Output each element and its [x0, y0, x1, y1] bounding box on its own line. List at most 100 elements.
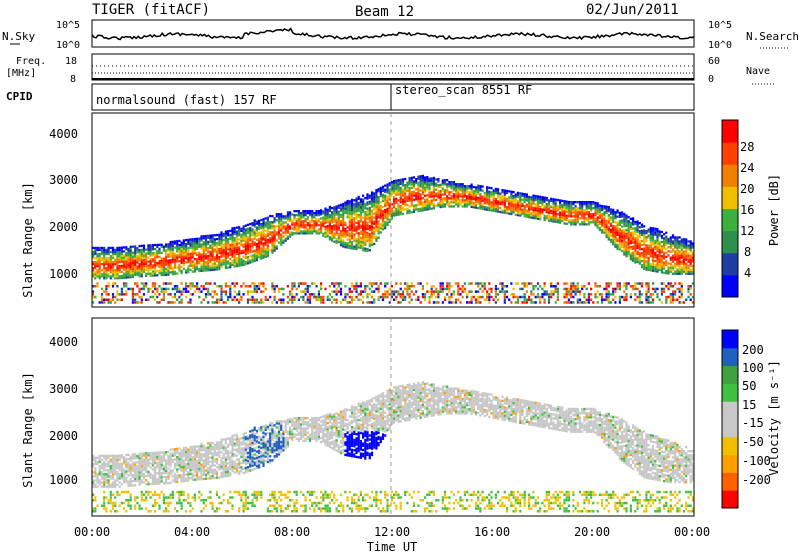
power-cell — [251, 244, 254, 247]
power-cell — [211, 256, 214, 259]
power-cell — [660, 230, 663, 234]
power-cell — [251, 295, 254, 299]
power-cell — [430, 293, 433, 296]
power-cell — [463, 193, 466, 196]
power-cell — [204, 282, 208, 285]
power-cell — [167, 301, 170, 304]
power-cell — [623, 235, 626, 238]
power-cell — [251, 250, 254, 253]
power-cell — [198, 261, 201, 265]
power-cell — [297, 230, 300, 233]
power-cell — [605, 233, 608, 237]
power-cell — [136, 293, 139, 296]
power-cell — [654, 247, 657, 251]
velocity-cell — [100, 462, 104, 466]
power-cell — [355, 282, 358, 285]
power-cell — [240, 233, 243, 236]
power-cell — [381, 222, 385, 225]
power-cell — [419, 209, 422, 212]
power-cell — [227, 238, 230, 241]
power-cell — [353, 209, 356, 212]
power-cell — [539, 213, 542, 217]
power-cell — [643, 233, 646, 236]
power-cell — [636, 224, 639, 227]
power-cell — [432, 191, 435, 194]
power-cell — [198, 239, 201, 242]
power-cell — [366, 211, 369, 214]
power-cell — [167, 267, 170, 270]
power-cell — [556, 217, 559, 220]
power-cell — [687, 295, 690, 299]
power-cell — [171, 287, 174, 291]
power-cell — [612, 241, 615, 244]
power-cell — [373, 222, 376, 225]
power-cell — [370, 231, 374, 235]
power-cell — [125, 256, 128, 259]
power-cell — [111, 285, 115, 288]
power-cell — [373, 216, 376, 219]
velocity-cell — [109, 458, 112, 462]
velocity-cell — [103, 479, 106, 482]
power-cell — [328, 213, 331, 217]
power-cell — [488, 204, 491, 208]
power-cell — [249, 226, 252, 230]
power-cell — [395, 209, 398, 213]
power-cell — [238, 250, 241, 253]
power-cell — [483, 285, 486, 288]
power-cell — [556, 282, 559, 285]
power-cell — [443, 298, 447, 301]
power-cell — [618, 219, 621, 223]
power-cell — [581, 223, 584, 226]
power-cell — [640, 253, 644, 257]
power-cell — [348, 214, 351, 217]
power-cell — [381, 213, 385, 217]
power-cell — [601, 208, 604, 212]
power-cell — [251, 234, 254, 237]
power-cell — [587, 205, 590, 208]
power-cell — [574, 290, 577, 293]
power-cell — [384, 204, 387, 207]
power-cell — [125, 258, 128, 261]
power-cell — [627, 226, 630, 229]
power-cell — [209, 268, 212, 272]
power-cell — [424, 182, 427, 185]
power-cell — [207, 234, 210, 237]
power-cell — [198, 255, 201, 258]
power-cell — [450, 205, 453, 208]
power-cell — [169, 271, 172, 274]
power-cell — [490, 195, 493, 198]
power-cell — [322, 210, 325, 213]
power-cell — [355, 197, 358, 200]
power-cell — [207, 290, 210, 293]
power-cell — [266, 234, 269, 237]
power-cell — [346, 199, 349, 203]
power-cell — [415, 188, 418, 191]
power-cell — [160, 259, 163, 263]
power-cell — [224, 256, 227, 259]
power-cell — [142, 282, 146, 285]
power-cell — [162, 282, 165, 285]
power-cell — [105, 269, 108, 272]
power-cell — [333, 285, 336, 288]
power-cell — [328, 207, 331, 211]
power-cell — [636, 244, 639, 247]
power-cell — [344, 211, 347, 214]
power-cell — [640, 266, 644, 269]
power-cell — [503, 197, 506, 200]
power-cell — [486, 290, 489, 293]
power-cell — [623, 231, 626, 234]
power-cell — [583, 301, 586, 304]
power-cell — [253, 233, 256, 236]
power-cell — [315, 285, 318, 288]
power-cell — [335, 290, 338, 293]
power-cell — [207, 248, 210, 252]
power-cell — [120, 248, 123, 251]
power-cell — [528, 209, 531, 213]
power-cell — [603, 225, 606, 228]
power-cell — [660, 269, 663, 272]
power-cell — [107, 285, 110, 288]
power-cell — [331, 282, 334, 285]
power-cell — [406, 285, 409, 288]
power-cell — [373, 220, 376, 223]
power-cell — [556, 298, 559, 301]
